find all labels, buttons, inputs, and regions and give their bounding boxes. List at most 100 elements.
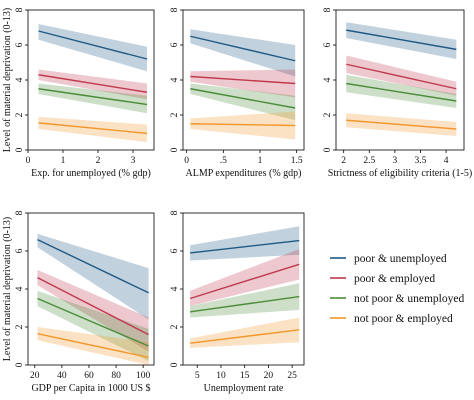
x-axis-label: ALMP expenditures (% gdp): [186, 168, 302, 179]
legend-label: not poor & unemployed: [354, 293, 464, 305]
y-tick-label: 8: [323, 7, 333, 12]
ci-band-notpoor_unemployed: [38, 83, 147, 114]
y-tick-label: 4: [170, 77, 180, 82]
legend-label: poor & employed: [354, 273, 435, 285]
x-tick-label: 2.5: [363, 156, 375, 166]
y-tick-label: 8: [15, 7, 25, 12]
x-tick-label: 20: [264, 371, 274, 381]
series-line-notpoor_employed: [190, 329, 300, 344]
x-axis-label: Exp. for unemployed (% gdp): [31, 168, 151, 179]
legend-label: poor & unemployed: [354, 253, 447, 265]
y-tick-label: 8: [170, 210, 180, 215]
y-tick-label: 2: [15, 324, 25, 329]
ci-band-poor_employed: [346, 55, 457, 96]
series-line-notpoor_unemployed: [190, 88, 296, 109]
x-tick-label: 0: [26, 156, 31, 166]
series-line-poor_employed: [189, 263, 300, 300]
x-tick-label: .5: [220, 156, 227, 166]
ci-band-poor_unemployed: [38, 24, 147, 72]
y-tick-label: 2: [323, 112, 333, 117]
y-tick-label: 0: [170, 362, 180, 367]
y-tick-label: 6: [323, 42, 333, 47]
y-tick-label: 4: [15, 77, 25, 82]
series-line-poor_unemployed: [346, 29, 457, 51]
panel-3: 0 2 4 6 8 2 2.5 3 3.5 4 Strictness of eligibility …: [323, 7, 472, 179]
ci-band-notpoor_employed: [190, 317, 300, 348]
panel-1: 0 2 4 6 8 0 1 2 3 Exp. for unemployed (% gdp) Leve…: [2, 7, 155, 179]
y-tick-label: 2: [15, 112, 25, 117]
y-tick-label: 8: [170, 7, 180, 12]
y-tick-label: 6: [15, 248, 25, 253]
x-tick-label: 60: [84, 371, 94, 381]
x-tick-label: 100: [136, 371, 151, 381]
x-axis-label: Unemployment rate: [204, 383, 284, 394]
series-line-poor_employed: [190, 75, 296, 85]
y-axis-label: Level of material deprivation (0-13): [2, 8, 13, 152]
x-tick-label: 2: [341, 156, 346, 166]
ci-band-notpoor_unemployed: [190, 83, 296, 121]
legend: poor & unemployed poor & employed not poor…: [330, 253, 464, 325]
y-axis-label: Level of material deprivation (0-13): [2, 217, 13, 361]
x-axis-label: Strictness of eligibility criteria (1-5): [328, 168, 472, 179]
ci-band-poor_unemployed: [346, 22, 457, 59]
y-tick-label: 4: [15, 286, 25, 291]
x-tick-label: 0: [184, 156, 189, 166]
y-tick-label: 0: [170, 147, 180, 152]
x-tick-label: 3: [393, 156, 398, 166]
x-tick-label: 4: [444, 156, 449, 166]
ci-band-poor_employed: [38, 69, 147, 100]
series-line-poor_unemployed: [190, 239, 300, 254]
series-line-poor_employed: [346, 63, 457, 90]
y-tick-label: 2: [170, 112, 180, 117]
series-line-notpoor_employed: [38, 122, 148, 135]
y-tick-label: 6: [15, 42, 25, 47]
x-tick-label: 25: [287, 371, 297, 381]
x-tick-label: 20: [30, 371, 40, 381]
series-line-poor_unemployed: [37, 238, 149, 294]
ci-band-poor_employed: [37, 270, 149, 352]
x-tick-label: 1.5: [291, 156, 303, 166]
series-line-poor_employed: [37, 276, 149, 336]
x-tick-label: 1: [258, 156, 263, 166]
ci-band-notpoor_unemployed: [190, 283, 300, 318]
y-tick-label: 2: [170, 324, 180, 329]
y-tick-label: 4: [170, 286, 180, 291]
series-line-notpoor_employed: [37, 332, 149, 359]
ci-band-notpoor_unemployed: [37, 290, 149, 362]
y-tick-label: 4: [323, 77, 333, 82]
ci-band-poor_employed: [190, 249, 300, 307]
series-line-notpoor_unemployed: [37, 297, 149, 347]
ci-band-poor_unemployed: [190, 29, 296, 77]
ci-band-poor_unemployed: [190, 226, 300, 261]
x-tick-label: 3.5: [415, 156, 427, 166]
series-line-notpoor_unemployed: [346, 82, 457, 102]
ci-band-notpoor_employed: [38, 116, 147, 143]
x-tick-label: 15: [240, 371, 250, 381]
y-tick-label: 8: [15, 210, 25, 215]
x-tick-label: 5: [195, 371, 200, 381]
legend-label: not poor & employed: [354, 313, 453, 325]
y-tick-label: 0: [323, 147, 333, 152]
x-tick-label: 10: [216, 371, 226, 381]
series-line-notpoor_unemployed: [38, 88, 148, 106]
x-axis-label: GDP per Capita in 1000 US $: [31, 383, 150, 394]
x-tick-label: 80: [111, 371, 121, 381]
x-tick-label: 2: [96, 156, 101, 166]
panel-4: 0 2 4 6 8 20 40 60 80 100 GDP per Capita in 1000 U…: [2, 210, 155, 394]
y-tick-label: 6: [170, 248, 180, 253]
ci-band-poor_unemployed: [37, 233, 149, 320]
series-line-poor_unemployed: [38, 30, 148, 60]
series-line-poor_employed: [38, 74, 148, 93]
x-tick-label: 3: [131, 156, 136, 166]
series-line-notpoor_employed: [190, 123, 296, 127]
series-line-notpoor_employed: [346, 119, 457, 130]
x-tick-label: 40: [57, 371, 67, 381]
y-tick-label: 6: [170, 42, 180, 47]
y-tick-label: 0: [15, 362, 25, 367]
series-line-poor_unemployed: [190, 35, 296, 62]
y-tick-label: 0: [15, 147, 25, 152]
panel-2: 0 2 4 6 8 0 .5 1 1.5 ALMP expenditures (% gdp): [170, 7, 305, 179]
ci-band-poor_employed: [190, 69, 296, 98]
